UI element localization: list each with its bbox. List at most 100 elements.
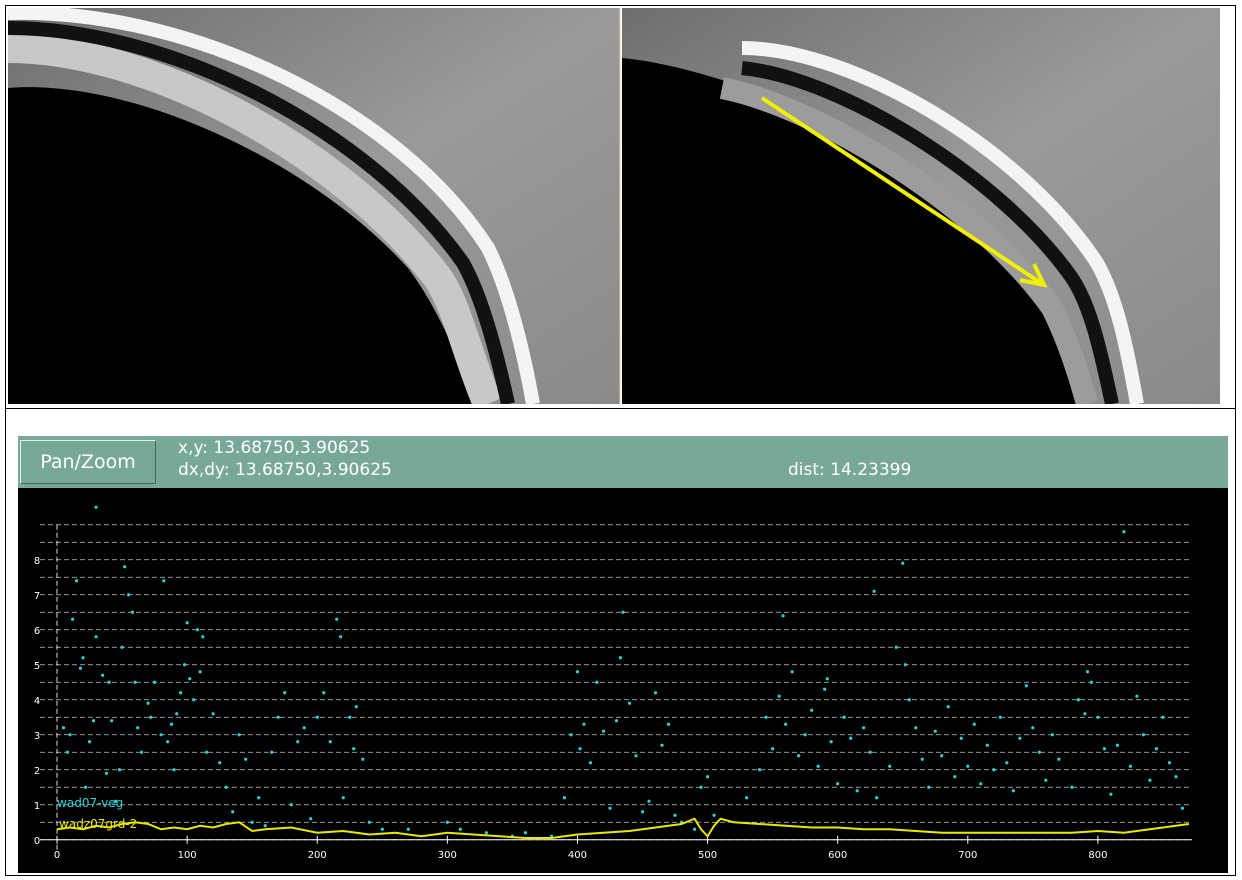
point [192, 698, 195, 701]
point [118, 768, 121, 771]
point [849, 737, 852, 740]
series-label: wadz07grd-2 [59, 817, 137, 831]
point [667, 723, 670, 726]
point [1161, 716, 1164, 719]
point [136, 726, 139, 729]
point [1155, 747, 1158, 750]
y-tick-label: 5 [34, 661, 40, 672]
x-tick-label: 200 [308, 850, 327, 861]
point [927, 786, 930, 789]
point [947, 705, 950, 708]
point [1018, 737, 1021, 740]
point [264, 824, 267, 827]
point [1109, 793, 1112, 796]
x-tick-label: 700 [958, 850, 977, 861]
point [270, 751, 273, 754]
point [1142, 733, 1145, 736]
point [212, 712, 215, 715]
point [348, 716, 351, 719]
point [966, 765, 969, 768]
point [823, 688, 826, 691]
point [225, 786, 228, 789]
point [1122, 530, 1125, 533]
y-tick-label: 0 [34, 836, 40, 847]
point [186, 621, 189, 624]
y-tick-label: 3 [34, 731, 40, 742]
point [339, 635, 342, 638]
point [914, 726, 917, 729]
point [75, 579, 78, 582]
point [88, 740, 91, 743]
y-tick-label: 8 [34, 556, 40, 567]
point [296, 740, 299, 743]
point [804, 733, 807, 736]
point [335, 618, 338, 621]
point [569, 733, 572, 736]
point [1070, 786, 1073, 789]
point [316, 716, 319, 719]
point [92, 719, 95, 722]
point [257, 796, 260, 799]
point [673, 814, 676, 817]
point [843, 716, 846, 719]
point [352, 747, 355, 750]
point [1116, 744, 1119, 747]
point [778, 695, 781, 698]
point [1012, 789, 1015, 792]
point [81, 656, 84, 659]
point [888, 765, 891, 768]
point [784, 723, 787, 726]
pan-zoom-button[interactable]: Pan/Zoom [20, 440, 156, 484]
point [953, 775, 956, 778]
point [290, 803, 293, 806]
point [1181, 807, 1184, 810]
point [1103, 747, 1106, 750]
point [1096, 716, 1099, 719]
point [205, 751, 208, 754]
point [153, 681, 156, 684]
point [810, 709, 813, 712]
point [1025, 684, 1028, 687]
left-image [8, 8, 620, 404]
image-views [8, 8, 1220, 404]
point [654, 691, 657, 694]
point [524, 831, 527, 834]
point [160, 733, 163, 736]
point [869, 751, 872, 754]
point [901, 562, 904, 565]
point [459, 828, 462, 831]
point [830, 740, 833, 743]
point [1005, 761, 1008, 764]
point [589, 761, 592, 764]
point [244, 758, 247, 761]
point [62, 726, 65, 729]
y-tick-label: 6 [34, 626, 40, 637]
point [758, 768, 761, 771]
point [1086, 670, 1089, 673]
series-label: wad07-veg [57, 796, 123, 810]
point [231, 810, 234, 813]
x-tick-label: 500 [698, 850, 717, 861]
point [1031, 726, 1034, 729]
point [791, 670, 794, 673]
point [68, 733, 71, 736]
point [1135, 695, 1138, 698]
right-image [622, 8, 1220, 404]
point [170, 723, 173, 726]
point [309, 817, 312, 820]
y-tick-label: 7 [34, 591, 40, 602]
divider [5, 408, 1236, 409]
x-tick-label: 400 [568, 850, 587, 861]
point [485, 831, 488, 834]
point [973, 723, 976, 726]
y-tick-label: 2 [34, 766, 40, 777]
point [361, 758, 364, 761]
point [1077, 698, 1080, 701]
point [199, 670, 202, 673]
point [407, 828, 410, 831]
x-tick-label: 300 [438, 850, 457, 861]
point [940, 754, 943, 757]
point [131, 611, 134, 614]
point [771, 747, 774, 750]
point [251, 821, 254, 824]
